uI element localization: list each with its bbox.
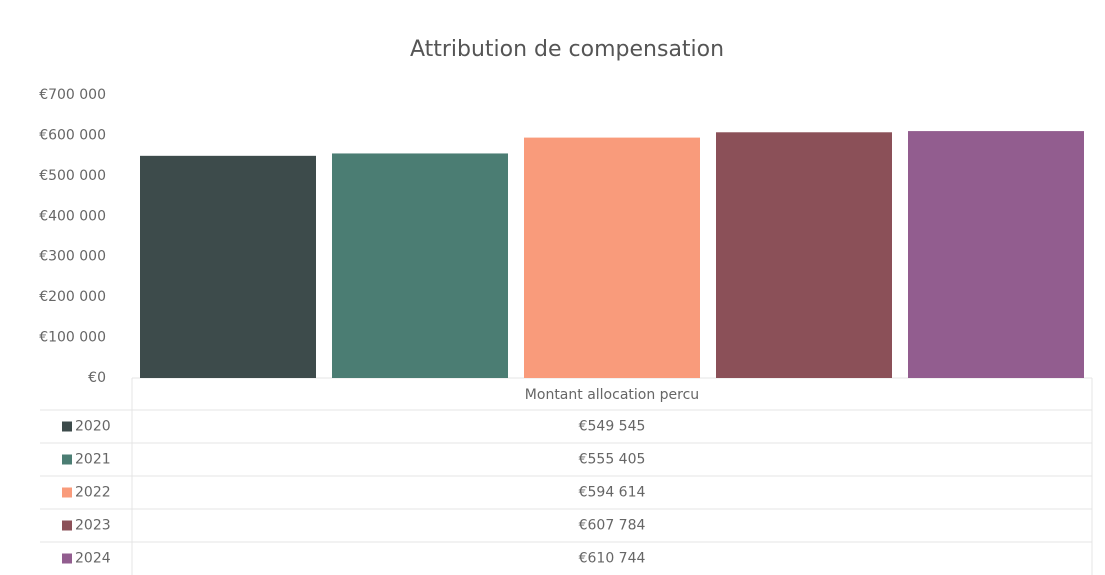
- y-tick-label: €500 000: [39, 168, 106, 184]
- y-tick-label: €100 000: [39, 330, 106, 346]
- table-value: €549 545: [579, 419, 646, 435]
- legend-label: 2023: [75, 518, 111, 534]
- bar: [140, 155, 316, 378]
- y-tick-label: €400 000: [39, 208, 106, 224]
- bar: [908, 131, 1084, 378]
- y-tick-label: €200 000: [39, 289, 106, 305]
- legend-key: [62, 487, 72, 498]
- legend-label: 2022: [75, 485, 111, 501]
- legend-label: 2024: [75, 551, 111, 567]
- legend-key: [62, 520, 72, 531]
- x-tick-label: Montant allocation percu: [525, 387, 699, 403]
- bar: [524, 137, 700, 378]
- legend-label: 2020: [75, 419, 111, 435]
- legend-key: [62, 421, 72, 432]
- table-value: €555 405: [579, 452, 646, 468]
- legend-key: [62, 553, 72, 564]
- bar: [716, 132, 892, 378]
- table-value: €594 614: [579, 485, 646, 501]
- bar: [332, 153, 508, 378]
- table-value: €607 784: [579, 518, 646, 534]
- legend-key: [62, 454, 72, 465]
- y-tick-label: €700 000: [39, 87, 106, 103]
- y-tick-label: €0: [88, 370, 106, 386]
- y-tick-label: €600 000: [39, 127, 106, 143]
- legend-label: 2021: [75, 452, 111, 468]
- chart-title: Attribution de compensation: [410, 37, 724, 62]
- table-value: €610 744: [579, 551, 646, 567]
- y-tick-label: €300 000: [39, 249, 106, 265]
